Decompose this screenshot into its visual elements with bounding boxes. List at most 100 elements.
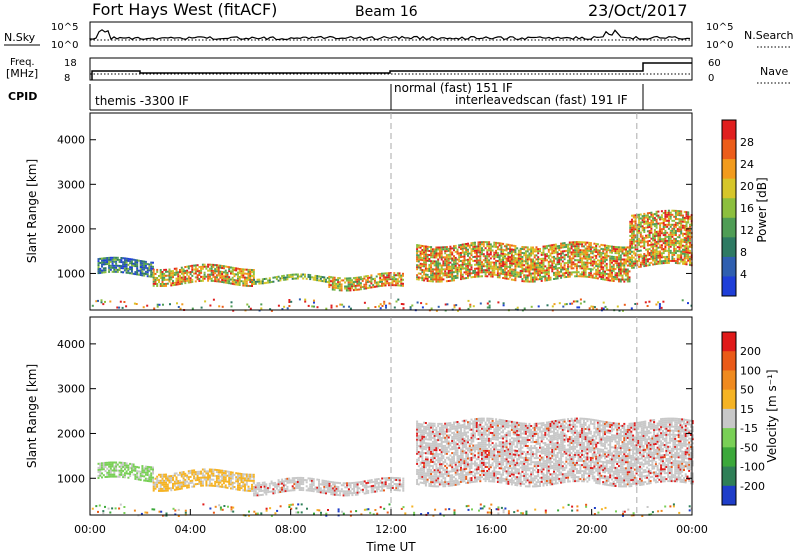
scatter-cell-power [680,228,683,231]
scatter-cell-power [510,278,513,281]
scatter-cell-power [260,282,263,285]
scatter-cell-power [430,307,433,310]
scatter-cell-power [655,248,658,251]
scatter-cell-power [632,224,635,227]
scatter-cell-velocity [419,451,422,454]
scatter-cell-power [481,269,483,272]
scatter-cell-velocity [221,471,224,474]
scatter-cell-power [664,211,667,214]
scatter-cell-velocity [134,477,137,480]
scatter-cell-power [636,228,639,231]
scatter-cell-power [221,267,224,269]
scatter-cell-velocity [238,472,241,475]
scatter-cell-velocity [356,483,359,486]
scatter-cell-power [493,263,496,266]
scatter-cell-power [621,246,624,249]
scatter-cell-power [689,263,691,266]
scatter-cell-velocity [437,467,440,470]
scatter-cell-power [643,247,646,249]
scatter-cell-velocity [421,443,424,446]
scatter-cell-power [344,281,347,284]
scatter-cell-power [231,272,234,275]
scatter-cell-velocity [400,483,403,486]
scatter-cell-power [496,256,499,259]
scatter-cell-power [498,276,501,279]
scatter-cell-power [484,261,487,264]
scatter-cell-power [109,258,112,261]
scatter-cell-power [591,262,594,265]
scatter-cell-power [685,213,688,216]
scatter-cell-velocity [108,461,111,464]
scatter-cell-velocity [447,456,450,459]
scatter-cell-velocity [251,475,253,478]
scatter-cell-velocity [424,426,427,428]
scatter-cell-power [386,278,389,281]
scatter-cell-velocity [419,475,422,478]
scatter-cell-power [486,243,489,246]
scatter-cell-power [102,259,105,262]
scatter-cell-power [524,246,527,249]
scatter-cell-power [159,283,162,285]
scatter-cell-velocity [423,478,426,481]
scatter-cell-power [423,249,426,252]
scatter-cell-power [524,270,527,273]
scatter-cell-velocity [150,474,153,477]
scatter-cell-velocity [118,461,121,464]
scatter-cell-power [530,268,533,271]
scatter-cell-velocity [447,482,450,485]
scatter-cell-power [517,265,520,268]
scatter-cell-velocity [172,476,174,479]
scatter-cell-power [493,261,496,264]
scatter-cell-power [384,276,387,279]
scatter-cell-power [611,267,613,270]
scatter-cell-power [634,228,637,231]
scatter-cell-velocity [226,470,229,473]
scatter-cell-power [673,227,676,230]
scatter-cell-power [685,263,688,266]
scatter-cell-power [553,255,555,258]
scatter-cell-power [533,264,536,267]
scatter-cell-power [514,308,517,311]
scatter-cell-power [542,245,545,248]
scatter-cell-velocity [235,488,238,491]
scatter-cell-power [363,277,366,280]
scatter-cell-velocity [286,479,289,482]
scatter-cell-power [111,262,114,265]
scatter-cell-power [567,245,570,248]
scatter-cell-velocity [118,465,121,468]
scatter-cell-power [170,284,173,287]
scatter-cell-power [177,279,180,282]
scatter-cell-power [554,277,557,280]
scatter-cell-power [365,287,368,290]
scatter-cell-power [646,222,649,225]
scatter-cell-power [253,280,255,283]
scatter-cell-velocity [444,485,447,488]
scatter-cell-velocity [272,484,275,487]
scatter-cell-power [134,259,137,262]
scatter-cell-power [454,256,457,259]
scatter-cell-velocity [444,465,447,467]
scatter-cell-power [650,221,653,224]
scatter-cell-power [347,283,350,286]
scatter-cell-power [97,258,100,261]
scatter-cell-power [625,246,627,249]
scatter-cell-power [442,274,445,277]
scatter-cell-power [560,256,563,259]
scatter-cell-velocity [170,479,173,482]
scatter-cell-power [359,282,362,285]
scatter-cell-power [313,305,315,308]
scatter-cell-power [683,255,686,257]
scatter-cell-power [563,276,566,279]
scatter-cell-power [222,275,225,278]
scatter-cell-power [619,256,622,259]
scatter-cell-velocity [143,469,146,472]
scatter-cell-velocity [417,437,420,439]
scatter-cell-velocity [447,444,450,447]
scatter-cell-power [295,277,298,280]
scatter-cell-velocity [177,480,180,483]
scatter-cell-power [589,260,592,263]
scatter-cell-power [671,233,674,236]
scatter-cell-power [683,261,686,263]
scatter-cell-power [141,262,144,265]
scatter-cell-velocity [179,473,181,476]
